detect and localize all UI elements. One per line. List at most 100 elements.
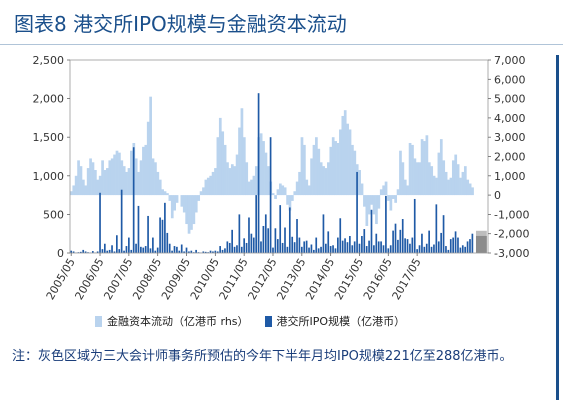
ipo-bar xyxy=(303,241,306,253)
capital-flow-area-segment xyxy=(192,195,196,225)
ipo-bar xyxy=(147,215,149,253)
ipo-bar xyxy=(260,241,262,253)
ipo-bar xyxy=(433,244,435,253)
ipo-bar xyxy=(156,247,159,253)
capital-flow-area-segment xyxy=(274,195,277,199)
ipo-bar xyxy=(286,246,289,253)
capital-flow-area-segment xyxy=(444,171,448,196)
ipo-bar xyxy=(296,219,298,253)
capital-flow-area-segment xyxy=(125,171,128,196)
ipo-bar xyxy=(464,246,467,253)
ipo-bar xyxy=(430,246,433,253)
capital-flow-area-segment xyxy=(163,191,167,196)
ipo-bar xyxy=(315,237,318,253)
capital-flow-area-segment xyxy=(149,96,152,196)
ipo-bar xyxy=(375,233,378,253)
legend-label-ipo: 港交所IPO规模（亿港币） xyxy=(276,315,406,328)
ipo-bar xyxy=(216,251,219,253)
capital-flow-area-segment xyxy=(384,181,388,196)
ipo-bar xyxy=(401,219,404,253)
ipo-bar xyxy=(142,247,145,253)
capital-flow-area-segment xyxy=(168,195,172,201)
capital-flow-area-segment xyxy=(454,154,458,196)
ipo-bar xyxy=(257,93,260,253)
capital-flow-area-segment xyxy=(245,162,249,196)
ipo-bar xyxy=(144,246,147,253)
capital-flow-area-segment xyxy=(367,195,371,215)
legend-item-capital-flow: 金融资本流动（亿港币 rhs） xyxy=(95,313,249,329)
ipo-bar xyxy=(423,246,426,253)
ipo-bar xyxy=(329,246,332,253)
legend-label-capital-flow: 金融资本流动（亿港币 rhs） xyxy=(107,315,249,328)
capital-flow-area-segment xyxy=(84,185,88,196)
ipo-bar xyxy=(440,232,442,253)
ipo-bar xyxy=(204,251,207,253)
ipo-bar xyxy=(188,251,190,253)
ipo-bar xyxy=(108,249,111,253)
capital-flow-area-segment xyxy=(358,170,361,196)
capital-flow-area-segment xyxy=(120,160,124,196)
legend-swatch-capital-flow xyxy=(95,315,102,327)
ipo-bar xyxy=(149,248,152,253)
ipo-bar xyxy=(190,250,193,253)
ipo-bar xyxy=(409,243,411,253)
capital-flow-area-segment xyxy=(89,158,92,196)
ipo-bar xyxy=(368,240,370,253)
ipo-bar xyxy=(224,248,226,253)
capital-flow-area-segment xyxy=(91,162,95,196)
capital-flow-area-segment xyxy=(175,195,179,203)
capital-flow-area-segment xyxy=(173,195,177,211)
capital-flow-area-segment xyxy=(139,160,143,196)
ipo-bar xyxy=(425,243,428,253)
capital-flow-area-segment xyxy=(427,162,431,196)
ipo-bar xyxy=(404,238,406,253)
ipo-bar xyxy=(264,214,267,253)
capital-flow-area-segment xyxy=(298,171,301,196)
ipo-bar xyxy=(397,239,399,253)
capital-flow-area-segment xyxy=(214,168,217,196)
ipo-bar xyxy=(361,236,363,253)
ipo-bar xyxy=(349,236,351,253)
capital-flow-area-segment xyxy=(370,195,373,205)
ipo-bar xyxy=(413,198,416,253)
ipo-bar xyxy=(245,242,248,253)
capital-flow-area-segment xyxy=(106,168,109,196)
capital-flow-area-segment xyxy=(396,189,400,196)
ipo-bar xyxy=(281,242,284,253)
capital-flow-area-segment xyxy=(266,166,270,196)
capital-flow-area-segment xyxy=(295,181,299,196)
ipo-bar xyxy=(320,246,322,253)
capital-flow-area-segment xyxy=(259,133,263,196)
capital-flow-area-segment xyxy=(252,175,256,196)
ipo-bar xyxy=(91,251,94,253)
chart-legend: 金融资本流动（亿港币 rhs） 港交所IPO规模（亿港币） xyxy=(95,313,421,329)
ipo-bar xyxy=(123,250,125,253)
ipo-bar xyxy=(171,250,173,253)
ipo-bar xyxy=(248,217,250,253)
ipo-bar xyxy=(70,250,73,253)
ipo-bar xyxy=(382,245,385,253)
ipo-bar xyxy=(327,231,330,253)
ipo-bar xyxy=(233,246,236,253)
capital-flow-area-segment xyxy=(113,154,116,196)
ipo-bar xyxy=(132,147,135,253)
right-axis-tick-label: 1,000 xyxy=(494,170,526,183)
ipo-bar xyxy=(72,251,75,253)
capital-flow-area-segment xyxy=(226,162,229,196)
ipo-bar xyxy=(387,248,390,253)
capital-flow-area-segment xyxy=(372,195,376,215)
capital-flow-area-segment xyxy=(96,179,100,196)
right-axis-tick-label: -2,000 xyxy=(494,228,529,241)
capital-flow-area-segment xyxy=(216,137,220,196)
ipo-bar xyxy=(96,251,99,253)
ipo-bar xyxy=(466,241,469,253)
ipo-bar xyxy=(339,218,342,253)
capital-flow-area-segment xyxy=(166,193,169,196)
capital-flow-area-segment xyxy=(250,179,253,196)
capital-flow-area-segment xyxy=(74,175,78,196)
capital-flow-area-segment xyxy=(387,195,390,201)
capital-flow-area-segment xyxy=(185,195,189,225)
ipo-bar xyxy=(113,251,116,253)
ipo-bar xyxy=(305,240,308,253)
capital-flow-area-segment xyxy=(425,135,429,196)
